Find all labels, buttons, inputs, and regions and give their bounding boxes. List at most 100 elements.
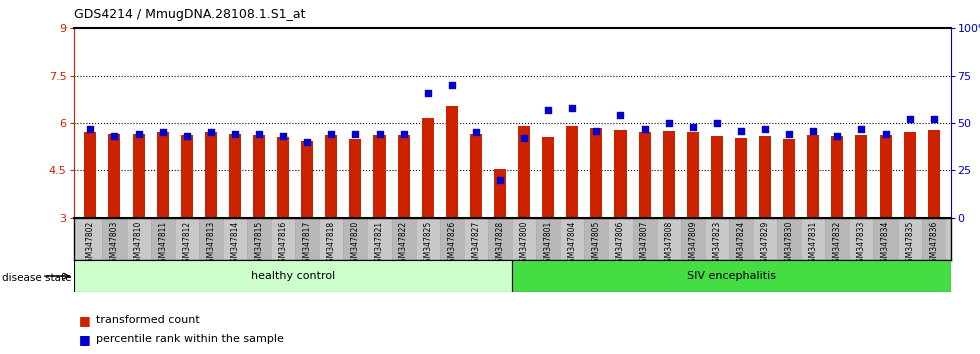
Bar xyxy=(199,218,222,260)
Bar xyxy=(542,137,555,218)
Text: healthy control: healthy control xyxy=(251,271,335,281)
Text: GSM347805: GSM347805 xyxy=(592,221,601,268)
Text: GSM347827: GSM347827 xyxy=(471,221,480,267)
Text: GSM347836: GSM347836 xyxy=(929,221,938,268)
Text: GSM347833: GSM347833 xyxy=(857,221,866,268)
Bar xyxy=(753,218,777,260)
Text: GSM347800: GSM347800 xyxy=(519,221,528,268)
Point xyxy=(878,132,894,137)
Text: GSM347823: GSM347823 xyxy=(712,221,721,267)
Text: GSM347829: GSM347829 xyxy=(760,221,769,267)
Text: SIV encephalitis: SIV encephalitis xyxy=(687,271,776,281)
Bar xyxy=(584,218,609,260)
Bar xyxy=(253,135,265,218)
Point xyxy=(107,133,122,139)
Bar xyxy=(735,138,747,218)
Bar xyxy=(469,134,482,218)
Bar xyxy=(126,218,151,260)
Point xyxy=(227,132,243,137)
Bar xyxy=(229,134,241,218)
Text: GSM347807: GSM347807 xyxy=(640,221,649,268)
Text: GSM347822: GSM347822 xyxy=(399,221,408,267)
Text: GSM347801: GSM347801 xyxy=(544,221,553,267)
Point xyxy=(661,120,676,126)
Bar xyxy=(440,218,464,260)
Bar xyxy=(392,218,416,260)
Point xyxy=(685,124,701,130)
Bar xyxy=(904,132,915,218)
Bar xyxy=(657,218,681,260)
Bar xyxy=(488,218,512,260)
Bar xyxy=(350,139,362,218)
Text: GSM347816: GSM347816 xyxy=(278,221,288,267)
Bar xyxy=(446,105,458,218)
Bar xyxy=(78,218,103,260)
Text: GSM347809: GSM347809 xyxy=(688,221,698,268)
Point xyxy=(709,120,724,126)
Text: GSM347820: GSM347820 xyxy=(351,221,360,267)
Bar xyxy=(777,218,802,260)
Bar xyxy=(802,218,825,260)
Point xyxy=(854,126,869,132)
Bar xyxy=(464,218,488,260)
Text: GSM347808: GSM347808 xyxy=(664,221,673,267)
Bar xyxy=(898,218,921,260)
Text: ■: ■ xyxy=(78,314,90,327)
Text: GSM347813: GSM347813 xyxy=(207,221,216,267)
Bar xyxy=(103,218,126,260)
Bar xyxy=(277,137,289,218)
Bar xyxy=(856,135,867,218)
Text: GSM347812: GSM347812 xyxy=(182,221,191,267)
Bar xyxy=(180,135,193,218)
Bar xyxy=(561,218,584,260)
Bar xyxy=(398,135,410,218)
Bar xyxy=(421,118,434,218)
Text: GDS4214 / MmugDNA.28108.1.S1_at: GDS4214 / MmugDNA.28108.1.S1_at xyxy=(74,8,305,21)
Point xyxy=(371,132,387,137)
Bar xyxy=(494,169,506,218)
Text: GSM347806: GSM347806 xyxy=(616,221,625,268)
Bar xyxy=(873,218,898,260)
Point xyxy=(396,132,412,137)
Bar xyxy=(705,218,729,260)
Bar xyxy=(416,218,440,260)
Bar xyxy=(132,134,145,218)
Text: GSM347828: GSM347828 xyxy=(496,221,505,267)
Point xyxy=(733,128,749,133)
Point xyxy=(589,128,605,133)
Point xyxy=(251,132,267,137)
Point xyxy=(323,132,339,137)
Bar xyxy=(512,218,536,260)
Point xyxy=(300,139,316,145)
Text: transformed count: transformed count xyxy=(96,315,200,325)
Bar xyxy=(609,218,632,260)
Point xyxy=(444,82,460,88)
Bar xyxy=(157,132,169,218)
Text: GSM347815: GSM347815 xyxy=(255,221,264,267)
Bar xyxy=(74,260,512,292)
Text: GSM347824: GSM347824 xyxy=(736,221,746,267)
Point xyxy=(926,116,942,122)
Point xyxy=(902,116,917,122)
Text: GSM347818: GSM347818 xyxy=(326,221,336,267)
Text: GSM347832: GSM347832 xyxy=(833,221,842,267)
Point xyxy=(540,107,556,113)
Point xyxy=(637,126,653,132)
Bar xyxy=(808,135,819,218)
Bar xyxy=(662,131,674,218)
Text: GSM347835: GSM347835 xyxy=(906,221,914,268)
Bar xyxy=(681,218,705,260)
Point xyxy=(806,128,821,133)
Text: GSM347814: GSM347814 xyxy=(230,221,239,267)
Bar xyxy=(301,141,314,218)
Bar xyxy=(687,132,699,218)
Text: GSM347803: GSM347803 xyxy=(110,221,119,268)
Text: ■: ■ xyxy=(78,333,90,346)
Bar xyxy=(368,218,392,260)
Bar xyxy=(710,136,723,218)
Bar xyxy=(614,130,626,218)
Text: GSM347831: GSM347831 xyxy=(808,221,817,267)
Point xyxy=(155,130,171,135)
Bar xyxy=(84,132,96,218)
Text: GSM347802: GSM347802 xyxy=(86,221,95,267)
